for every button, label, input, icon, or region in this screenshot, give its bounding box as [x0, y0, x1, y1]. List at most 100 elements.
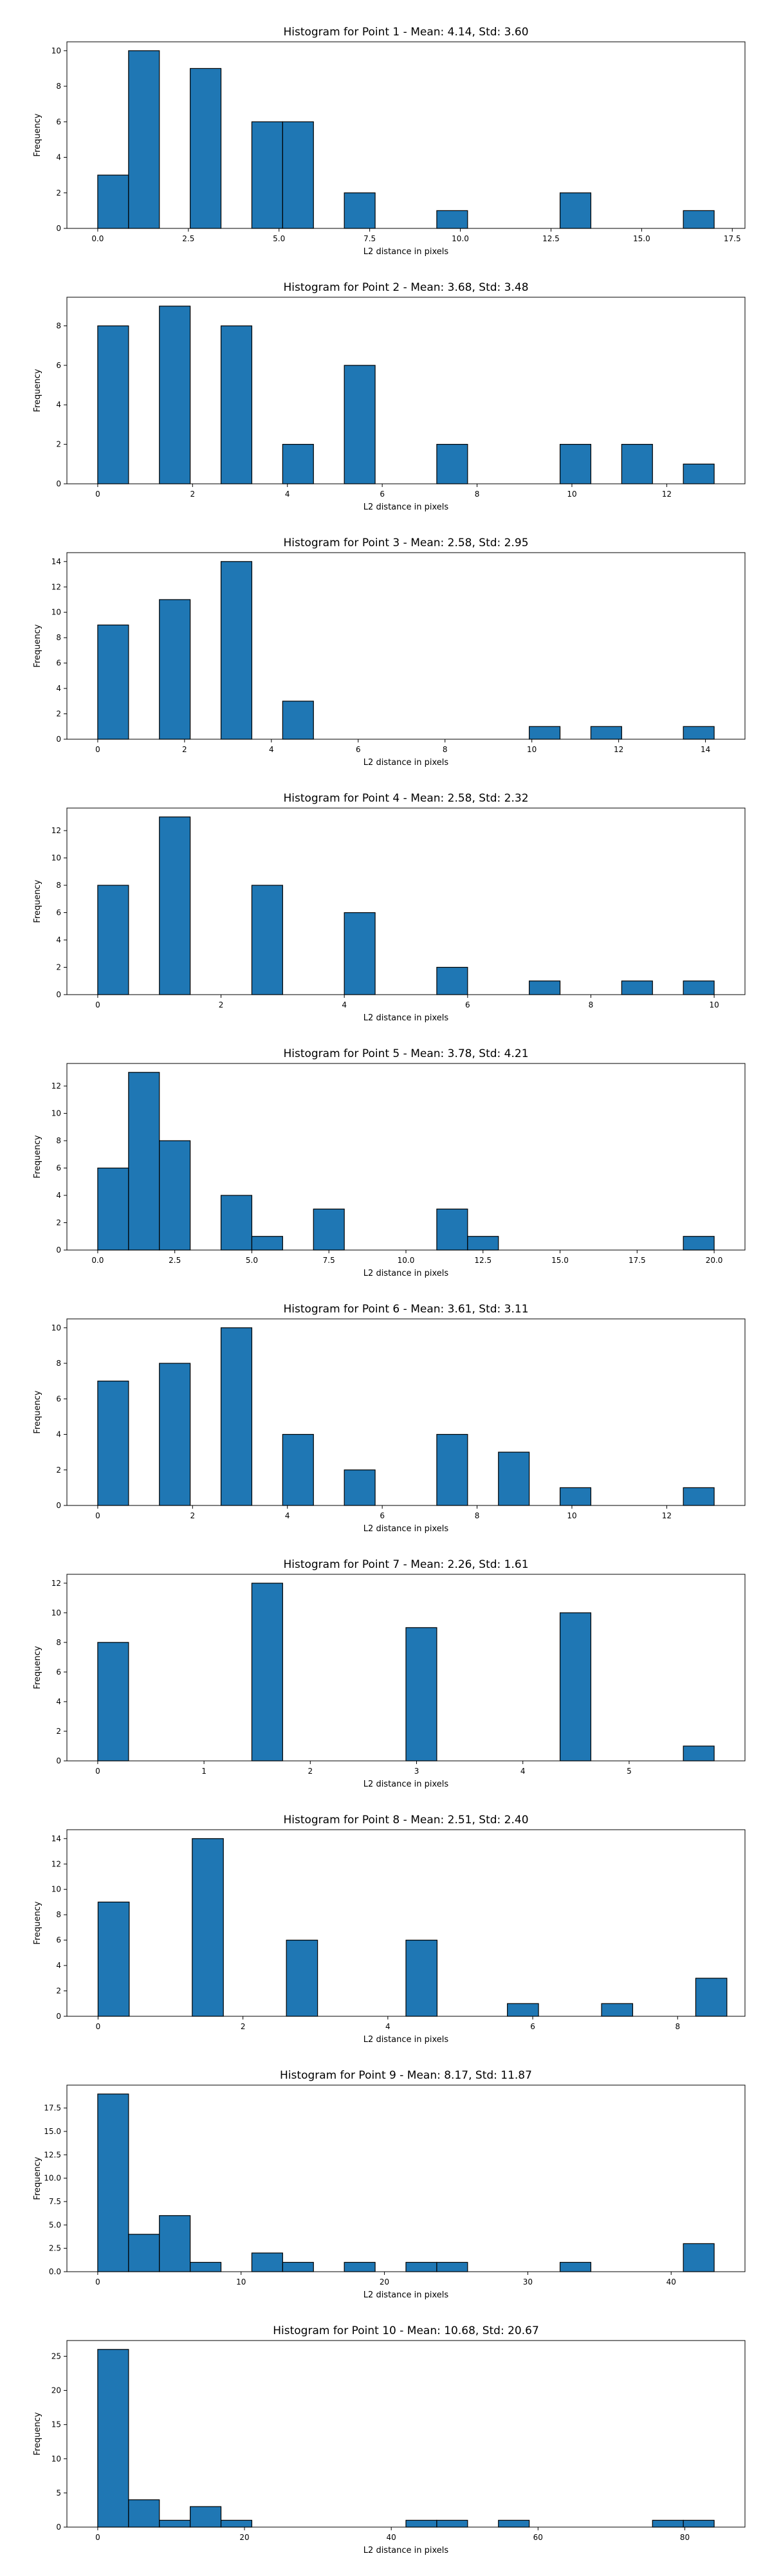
histogram-bar	[436, 1208, 468, 1251]
histogram-bar	[621, 444, 653, 484]
y-tick-label: 10	[51, 608, 61, 617]
y-tick-label: 10	[51, 1885, 61, 1894]
x-tick-label: 6	[530, 2022, 535, 2031]
histogram-bar	[436, 1433, 468, 1506]
y-tick-label: 0	[56, 2012, 61, 2021]
y-tick-label: 8	[56, 1638, 61, 1647]
y-tick-label: 5.0	[49, 2220, 61, 2229]
y-tick-label: 6	[56, 1394, 61, 1403]
y-tick-label: 12	[51, 582, 61, 591]
x-axis-label: L2 distance in pixels	[363, 2290, 449, 2300]
y-tick-label: 17.5	[44, 2104, 61, 2113]
y-tick-label: 0	[56, 224, 61, 233]
histogram-bar	[97, 1642, 129, 1762]
histogram-bar	[683, 463, 715, 484]
y-tick-label: 12	[51, 1859, 61, 1868]
histogram-bar	[559, 1487, 592, 1506]
y-tick-label: 4	[56, 935, 61, 944]
y-tick-label: 4	[56, 1697, 61, 1706]
y-tick-label: 8	[56, 82, 61, 91]
histogram-bar	[97, 325, 129, 484]
x-tick-label: 12.5	[542, 234, 560, 243]
y-tick-label: 10.0	[44, 2174, 61, 2183]
x-tick-label: 12	[662, 1511, 672, 1520]
histogram-bar	[436, 966, 468, 995]
x-tick-label: 0.0	[91, 1256, 104, 1265]
histogram-bar	[683, 2243, 715, 2272]
histogram-bar	[97, 1167, 129, 1251]
y-tick-label: 8	[56, 881, 61, 890]
histogram-bar	[282, 1433, 314, 1506]
histogram-bar	[220, 561, 253, 740]
histogram-bar	[467, 1236, 499, 1251]
y-axis-label: Frequency	[33, 624, 42, 667]
histogram-panel-3: Histogram for Point 3 - Mean: 2.58, Std:…	[33, 537, 746, 768]
x-tick-label: 2	[182, 745, 187, 754]
x-tick-label: 2	[241, 2022, 246, 2031]
histogram-bar	[159, 599, 191, 740]
x-tick-label: 20	[239, 2533, 249, 2542]
histogram-bar	[498, 1451, 530, 1506]
y-tick-label: 6	[56, 1164, 61, 1173]
y-tick-label: 10	[51, 1323, 61, 1332]
histogram-bar	[405, 1627, 437, 1762]
x-axis-label: L2 distance in pixels	[363, 502, 449, 512]
chart-title: Histogram for Point 5 - Mean: 3.78, Std:…	[283, 1047, 528, 1060]
y-axis-label: Frequency	[33, 1646, 42, 1689]
x-tick-label: 7.5	[363, 234, 376, 243]
x-tick-label: 14	[701, 745, 710, 754]
histogram-bar	[220, 325, 253, 484]
histogram-bar	[97, 2349, 129, 2528]
y-tick-label: 12	[51, 1081, 61, 1090]
histogram-bar	[251, 1583, 283, 1762]
x-tick-label: 40	[666, 2277, 676, 2286]
y-tick-label: 5	[56, 2489, 61, 2498]
y-tick-label: 10	[51, 854, 61, 863]
y-axis-label: Frequency	[33, 2157, 42, 2200]
x-tick-label: 0	[95, 2277, 100, 2286]
y-tick-label: 0	[56, 1501, 61, 1510]
x-axis-label: L2 distance in pixels	[363, 1780, 449, 1789]
histogram-bar	[652, 2519, 684, 2528]
y-tick-label: 6	[56, 117, 61, 126]
x-tick-label: 4	[520, 1767, 526, 1776]
x-tick-label: 0	[96, 2022, 101, 2031]
histogram-bar	[683, 210, 715, 229]
y-tick-label: 2.5	[49, 2244, 61, 2253]
x-tick-label: 7.5	[323, 1256, 335, 1265]
chart-title: Histogram for Point 7 - Mean: 2.26, Std:…	[283, 1558, 528, 1571]
x-tick-label: 10.0	[452, 234, 469, 243]
histogram-bar	[559, 1612, 592, 1762]
x-tick-label: 0	[95, 745, 100, 754]
histogram-bar	[621, 980, 653, 995]
histogram-bar	[159, 1140, 191, 1251]
y-tick-label: 0.0	[49, 2267, 61, 2276]
histogram-bar	[601, 2003, 634, 2017]
x-tick-label: 10	[567, 490, 576, 499]
y-tick-label: 0	[56, 1756, 61, 1765]
y-axis-label: Frequency	[33, 1901, 42, 1944]
x-tick-label: 12	[614, 745, 623, 754]
x-tick-label: 4	[285, 1511, 290, 1520]
x-tick-label: 0	[95, 2533, 100, 2542]
chart-title: Histogram for Point 3 - Mean: 2.58, Std:…	[283, 537, 528, 549]
histogram-panel-2: Histogram for Point 2 - Mean: 3.68, Std:…	[33, 281, 746, 512]
y-tick-label: 4	[56, 1430, 61, 1439]
histogram-panel-5: Histogram for Point 5 - Mean: 3.78, Std:…	[33, 1047, 746, 1278]
x-tick-label: 5.0	[273, 234, 285, 243]
histogram-bar	[282, 444, 314, 484]
y-tick-label: 7.5	[49, 2197, 61, 2206]
y-tick-label: 10	[51, 1608, 61, 1617]
x-tick-label: 15.0	[633, 234, 650, 243]
y-tick-label: 2	[56, 189, 61, 198]
x-tick-label: 4	[342, 1000, 347, 1009]
histogram-panel-4: Histogram for Point 4 - Mean: 2.58, Std:…	[33, 792, 746, 1023]
x-tick-label: 2	[190, 490, 196, 499]
y-tick-label: 0	[56, 990, 61, 999]
axes-frame	[66, 1574, 746, 1762]
y-tick-label: 6	[56, 1668, 61, 1677]
histogram-bar	[282, 2261, 314, 2272]
x-tick-label: 12.5	[474, 1256, 492, 1265]
